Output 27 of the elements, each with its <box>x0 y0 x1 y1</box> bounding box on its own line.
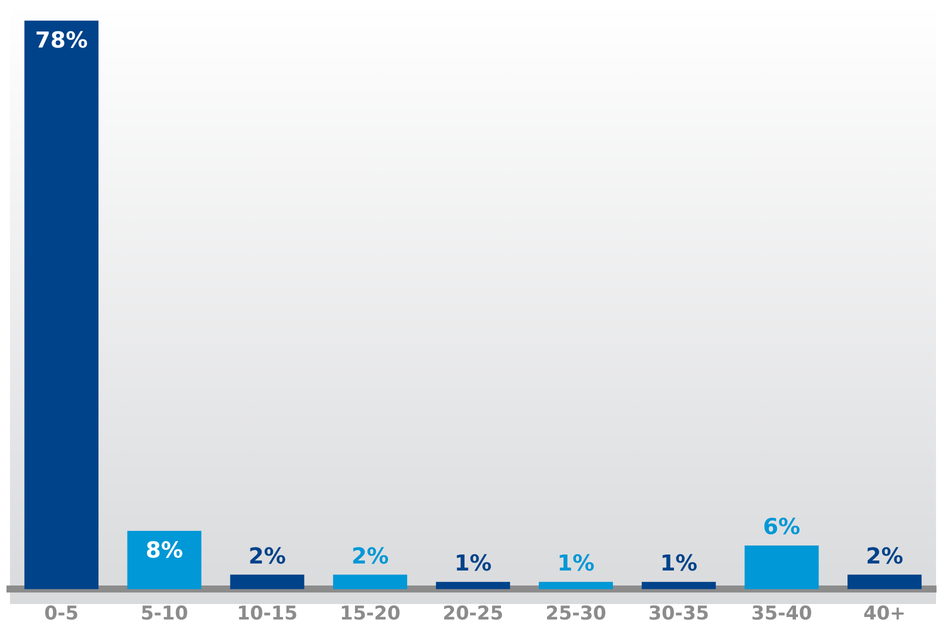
bar <box>744 545 819 590</box>
x-tick-label: 40+ <box>863 602 906 625</box>
x-tick-label: 15-20 <box>340 602 400 625</box>
bar <box>436 582 510 590</box>
data-label: 1% <box>660 552 698 577</box>
x-tick-label: 25-30 <box>546 602 606 625</box>
data-label: 6% <box>762 515 800 540</box>
data-label: 2% <box>351 544 389 570</box>
bar <box>230 574 304 590</box>
bar <box>642 582 716 590</box>
data-label: 1% <box>454 552 492 577</box>
x-tick-label: 30-35 <box>648 602 710 625</box>
data-label: 2% <box>866 544 904 570</box>
bar <box>24 20 98 590</box>
bar <box>538 582 613 590</box>
data-label: 78% <box>35 28 88 54</box>
x-tick-label: 20-25 <box>442 602 504 625</box>
bar <box>127 530 202 590</box>
data-label: 1% <box>557 552 595 577</box>
bar <box>333 574 408 590</box>
x-tick-label: 10-15 <box>236 602 298 625</box>
data-label: 2% <box>248 544 286 570</box>
x-tick-label: 35-40 <box>751 602 812 625</box>
x-tick-label: 0-5 <box>44 602 79 625</box>
bar <box>848 574 922 590</box>
x-tick-label: 5-10 <box>140 602 188 625</box>
data-label: 8% <box>146 538 184 564</box>
